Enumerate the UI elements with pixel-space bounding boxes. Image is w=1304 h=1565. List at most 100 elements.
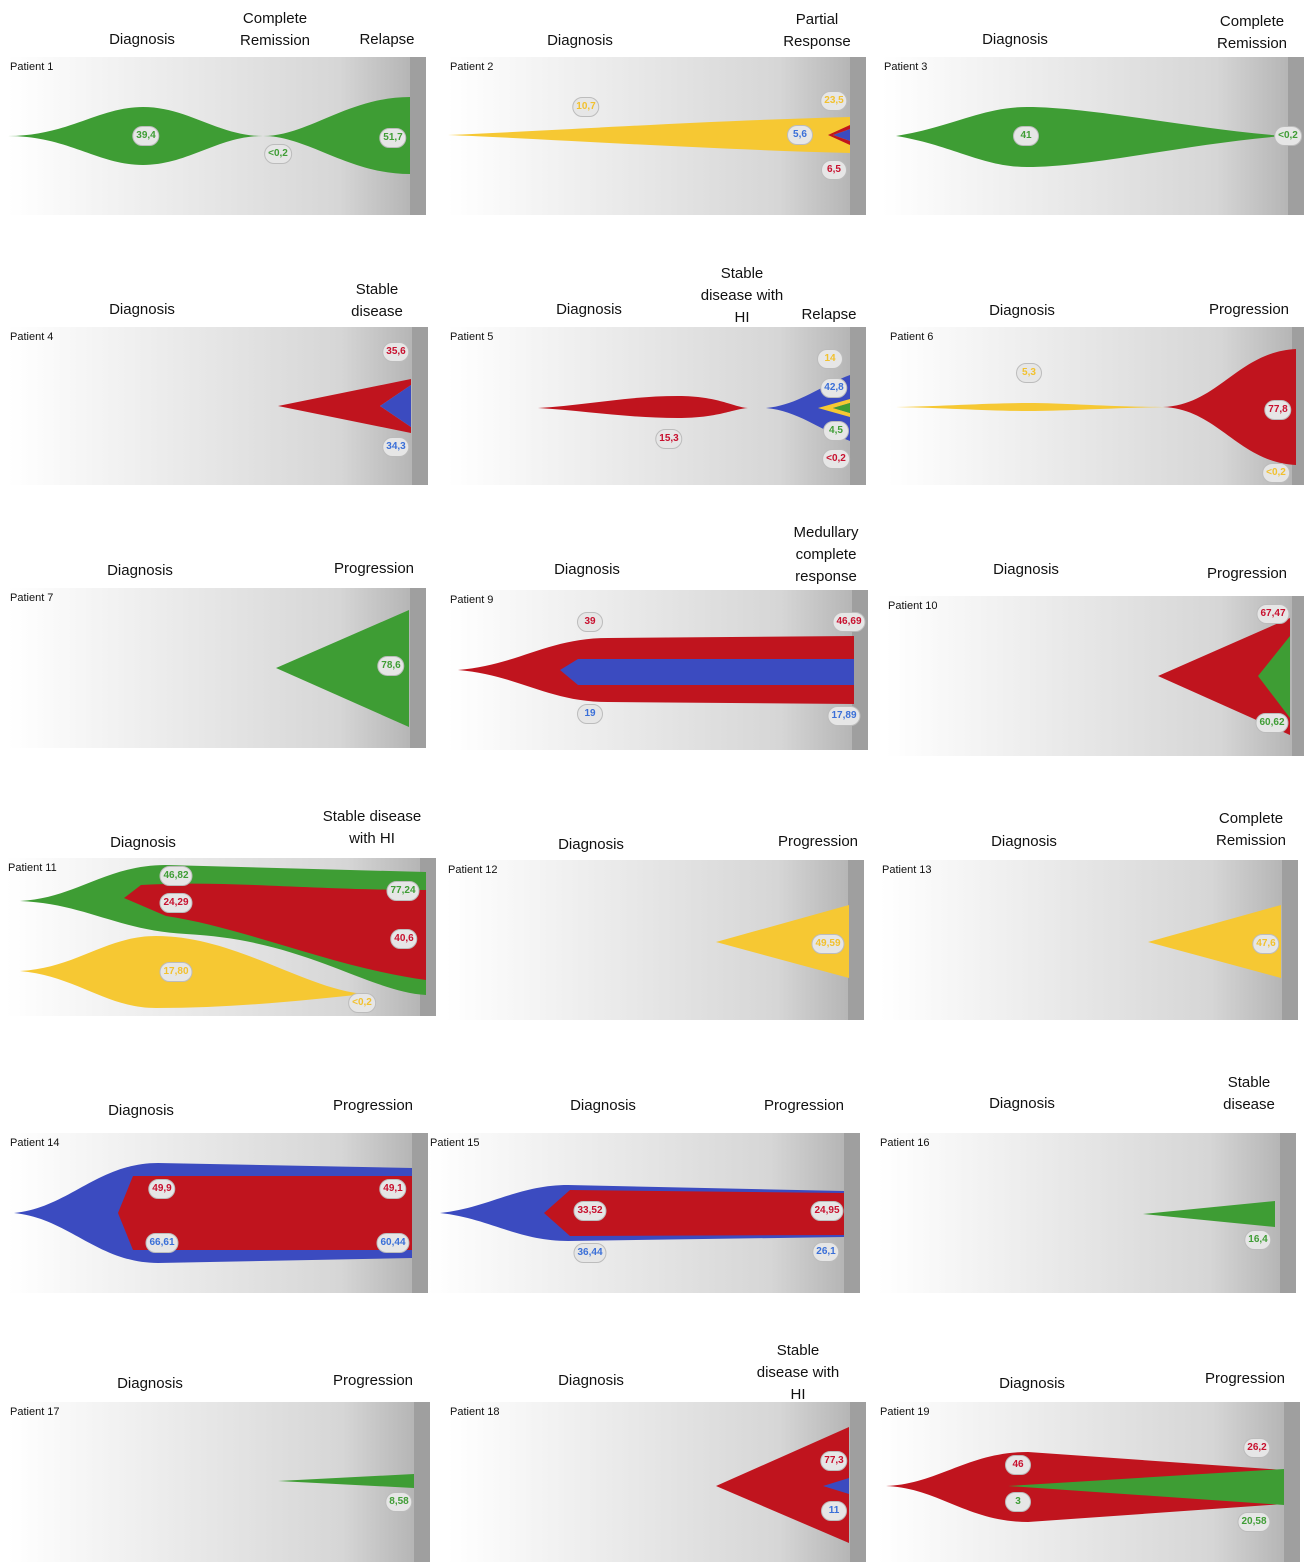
patient-panel: Patient 12 49,59 [446, 860, 864, 1020]
patient-label: Patient 1 [10, 61, 54, 73]
panel-edge [414, 1402, 430, 1562]
stage-header: Diagnosis [558, 836, 624, 853]
panel-edge [848, 860, 864, 1020]
patient-panel: Patient 15 33,52 36,44 24,95 26,1 [428, 1133, 860, 1293]
panel-edge [1282, 860, 1298, 1020]
stage-header: Stable disease with HI [700, 265, 784, 326]
clone-percentage-badge: 39 [577, 612, 603, 632]
panel-edge [850, 327, 866, 485]
clone-percentage-badge: 26,2 [1243, 1438, 1271, 1458]
red-clone-shape [124, 883, 426, 980]
stage-header: Stable disease [351, 281, 403, 320]
patient-panel: Patient 1 39,4 <0,2 51,7 [8, 57, 426, 215]
patient-label: Patient 10 [888, 600, 938, 612]
clone-percentage-badge: 15,3 [655, 429, 683, 449]
stage-header: Progression [777, 833, 859, 850]
green-clone-shape [1258, 636, 1290, 718]
clone-fishplot [716, 905, 849, 978]
clone-percentage-badge: <0,2 [264, 144, 292, 164]
clone-percentage-badge: <0,2 [1274, 126, 1302, 146]
clone-percentage-badge: 51,7 [379, 128, 407, 148]
blue-clone-shape [823, 1478, 849, 1494]
clone-percentage-badge: 42,8 [820, 378, 848, 398]
panel-edge [850, 57, 866, 215]
clone-percentage-badge: <0,2 [1262, 463, 1290, 483]
patient-panel: Patient 5 15,3 14 42,8 4,5 <0,2 [448, 327, 866, 485]
clone-fishplot [1148, 905, 1281, 978]
clone-percentage-badge: 60,62 [1255, 713, 1289, 733]
patient-label: Patient 17 [10, 1406, 60, 1418]
stage-header: Progression [1206, 565, 1288, 582]
stage-header: Diagnosis [558, 1372, 624, 1389]
patient-label: Patient 18 [450, 1406, 500, 1418]
patient-panel: Patient 16 16,4 [878, 1133, 1296, 1293]
green-clone-shape [8, 97, 410, 174]
patient-label: Patient 13 [882, 864, 932, 876]
patient-label: Patient 2 [450, 61, 494, 73]
clone-percentage-badge: 39,4 [132, 126, 160, 146]
patient-label: Patient 15 [430, 1137, 480, 1149]
clone-fishplot [278, 379, 411, 433]
stage-header: Stable disease [1223, 1074, 1275, 1113]
clone-fishplot [278, 1474, 414, 1488]
panel-edge [410, 588, 426, 748]
stage-header: Diagnosis [108, 1102, 174, 1119]
stage-header: Diagnosis [109, 301, 175, 318]
patient-label: Patient 4 [10, 331, 54, 343]
red-clone-shape [118, 1176, 412, 1250]
patient-panel: Patient 11 46,82 24,29 17,80 77,24 40,6 <0,2 [6, 858, 436, 1016]
clone-percentage-badge: 19 [577, 704, 603, 724]
clone-fishplot [14, 1163, 412, 1263]
clone-percentage-badge: 33,52 [573, 1201, 607, 1221]
panel-edge [850, 1402, 866, 1562]
clone-fishplot [886, 1452, 1284, 1522]
patient-label: Patient 7 [10, 592, 54, 604]
clone-percentage-badge: 11 [821, 1501, 847, 1521]
stage-header: Diagnosis [107, 562, 173, 579]
stage-header: Progression [332, 1372, 414, 1389]
clone-percentage-badge: 6,5 [821, 160, 847, 180]
stage-header: Relapse [801, 306, 857, 323]
clone-percentage-badge: 23,5 [820, 91, 848, 111]
patient-panel: Patient 9 39 19 46,69 17,89 [448, 590, 868, 750]
clone-percentage-badge: 3 [1005, 1492, 1031, 1512]
clone-percentage-badge: 49,1 [379, 1179, 407, 1199]
patient-panel: Patient 7 78,6 [8, 588, 426, 748]
stage-header: Diagnosis [570, 1097, 636, 1114]
patient-panel: Patient 3 41 <0,2 [882, 57, 1304, 215]
stage-header: Stable disease with HI [756, 1342, 840, 1403]
stage-header: Diagnosis [982, 31, 1048, 48]
patient-panel: Patient 13 47,6 [880, 860, 1298, 1020]
clone-percentage-badge: 35,6 [382, 342, 410, 362]
red-clone-shape [1158, 618, 1290, 735]
patient-label: Patient 5 [450, 331, 494, 343]
stage-header: Diagnosis [999, 1375, 1065, 1392]
patient-label: Patient 12 [448, 864, 498, 876]
red-clone-shape [538, 396, 748, 418]
clone-percentage-badge: 67,47 [1256, 604, 1290, 624]
clone-percentage-badge: 8,58 [385, 1492, 413, 1512]
patient-label: Patient 6 [890, 331, 934, 343]
clone-fishplot [8, 97, 410, 174]
patient-panel: Patient 19 46 3 26,2 20,58 [878, 1402, 1300, 1562]
clone-percentage-badge: 17,80 [159, 962, 193, 982]
clone-percentage-badge: 16,4 [1244, 1230, 1272, 1250]
clone-percentage-badge: 14 [817, 349, 843, 369]
yellow-clone-shape [896, 403, 1168, 411]
patient-panel: Patient 6 5,3 77,8 <0,2 [888, 327, 1304, 485]
clone-percentage-badge: 40,6 [390, 929, 418, 949]
clone-percentage-badge: 41 [1013, 126, 1039, 146]
red-clone-shape [544, 1190, 844, 1236]
green-clone-shape [1008, 1469, 1284, 1505]
red-clone-shape [278, 379, 411, 433]
stage-header: Progression [332, 1097, 414, 1114]
stage-header: Complete Remission [1215, 810, 1287, 849]
stage-header: Diagnosis [110, 834, 176, 851]
green-clone-shape [896, 107, 1284, 167]
clone-fishplot [276, 610, 409, 727]
clone-fishplot [20, 865, 426, 1008]
blue-clone-shape [560, 659, 854, 685]
clone-fishplot [716, 1427, 849, 1543]
clone-percentage-badge: 49,59 [811, 934, 845, 954]
panel-edge [844, 1133, 860, 1293]
